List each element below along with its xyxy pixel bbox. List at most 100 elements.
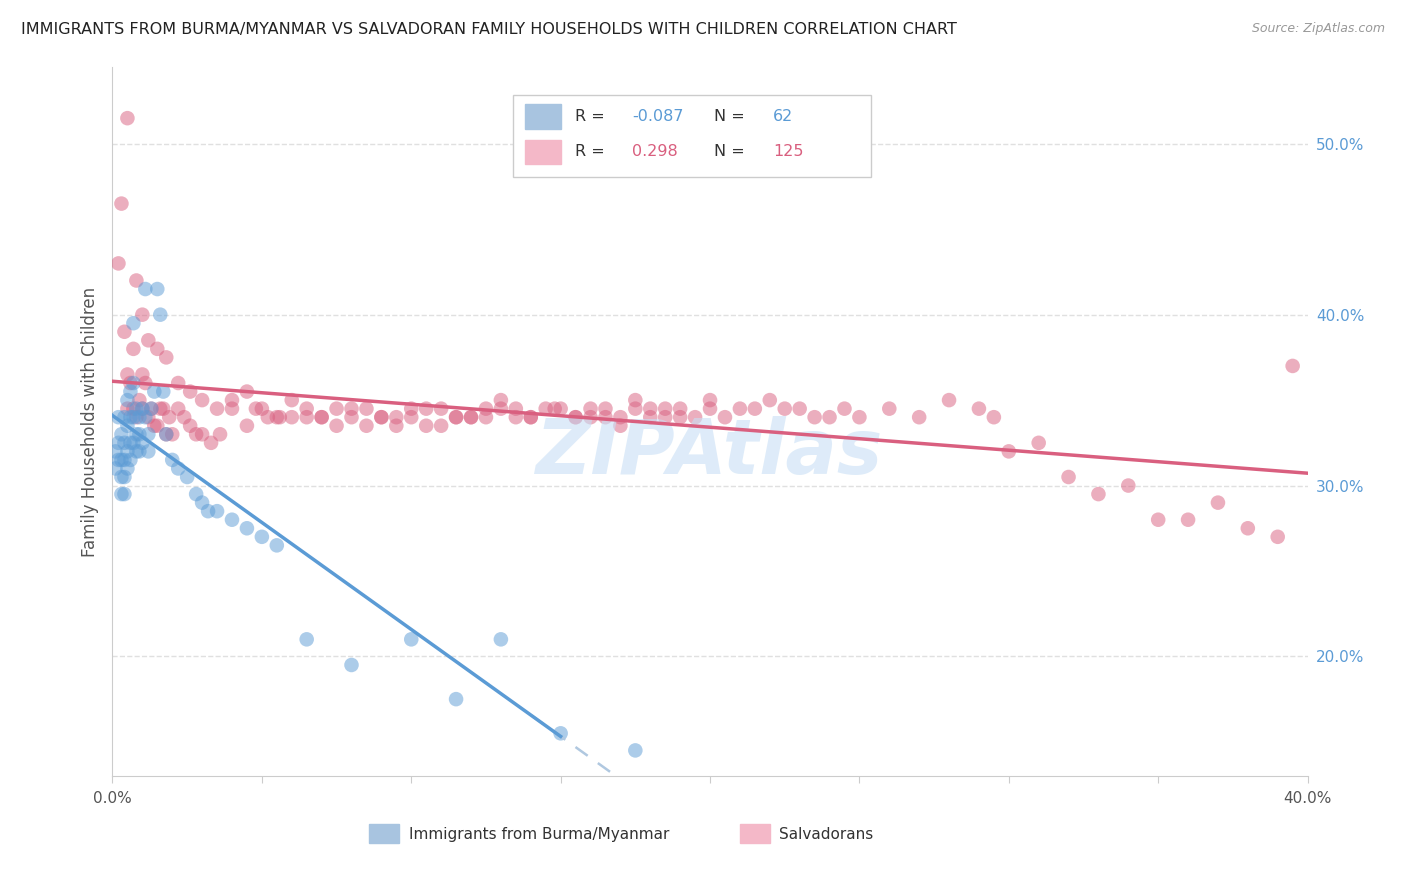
Point [1118,478,1140,492]
Point [444,692,467,706]
Point [122,342,145,356]
Point [818,410,841,425]
Point [221,393,243,408]
Point [114,453,135,467]
Point [475,410,498,425]
Point [138,334,160,348]
Point [595,401,617,416]
Point [114,410,135,425]
Point [460,410,482,425]
Point [564,410,586,425]
Point [110,487,132,501]
Point [122,435,145,450]
Point [110,427,132,442]
Point [759,393,782,408]
Point [205,401,228,416]
Point [149,308,172,322]
Point [609,410,631,425]
Point [460,410,482,425]
Point [1206,495,1229,509]
Point [938,393,960,408]
Point [401,410,423,425]
Point [1057,470,1080,484]
Text: Source: ZipAtlas.com: Source: ZipAtlas.com [1251,22,1385,36]
Point [370,410,392,425]
Point [579,410,602,425]
Point [120,435,142,450]
Point [120,410,142,425]
Point [138,410,160,425]
Point [401,632,423,647]
Point [744,401,766,416]
Point [162,427,183,442]
Point [356,401,378,416]
Point [120,376,142,390]
Point [146,342,169,356]
Point [257,410,280,425]
Point [564,410,586,425]
Point [125,410,148,425]
Point [1147,513,1170,527]
Point [295,410,318,425]
Point [714,410,737,425]
Text: -0.087: -0.087 [633,109,683,124]
Point [104,461,127,475]
Y-axis label: Family Households with Children: Family Households with Children [80,286,98,557]
FancyBboxPatch shape [513,95,872,177]
Point [138,444,160,458]
Point [654,410,676,425]
Point [107,435,129,450]
Point [146,282,169,296]
Point [131,401,153,416]
Point [250,530,273,544]
Point [624,401,647,416]
Point [236,521,259,535]
Point [579,401,602,416]
Point [489,401,512,416]
Point [803,410,825,425]
Point [200,435,222,450]
Point [117,418,139,433]
Point [221,401,243,416]
Point [640,410,662,425]
Text: 62: 62 [773,109,793,124]
Point [311,410,333,425]
Text: Immigrants from Burma/Myanmar: Immigrants from Burma/Myanmar [409,827,669,842]
Point [117,461,139,475]
Point [340,657,363,672]
Point [186,487,208,501]
Point [683,410,706,425]
Point [1087,487,1109,501]
Text: N =: N = [714,109,749,124]
Point [125,444,148,458]
Point [489,393,512,408]
Point [1237,521,1260,535]
Point [197,504,219,518]
Point [789,401,811,416]
Point [117,393,139,408]
Point [125,401,148,416]
Point [191,427,214,442]
Point [117,368,139,382]
Point [120,384,142,399]
Point [236,418,259,433]
Point [236,384,259,399]
Point [489,632,512,647]
Point [167,376,190,390]
Point [155,427,177,442]
Point [728,401,751,416]
Point [146,418,169,433]
Point [505,410,527,425]
Point [415,418,437,433]
Point [134,282,156,296]
Point [654,401,676,416]
Point [340,401,363,416]
Point [624,393,647,408]
FancyBboxPatch shape [524,140,561,164]
Text: ZIPAtlas: ZIPAtlas [536,417,884,491]
Point [773,401,796,416]
Point [186,427,208,442]
Text: R =: R = [575,145,610,160]
Point [370,410,392,425]
Point [1177,513,1199,527]
